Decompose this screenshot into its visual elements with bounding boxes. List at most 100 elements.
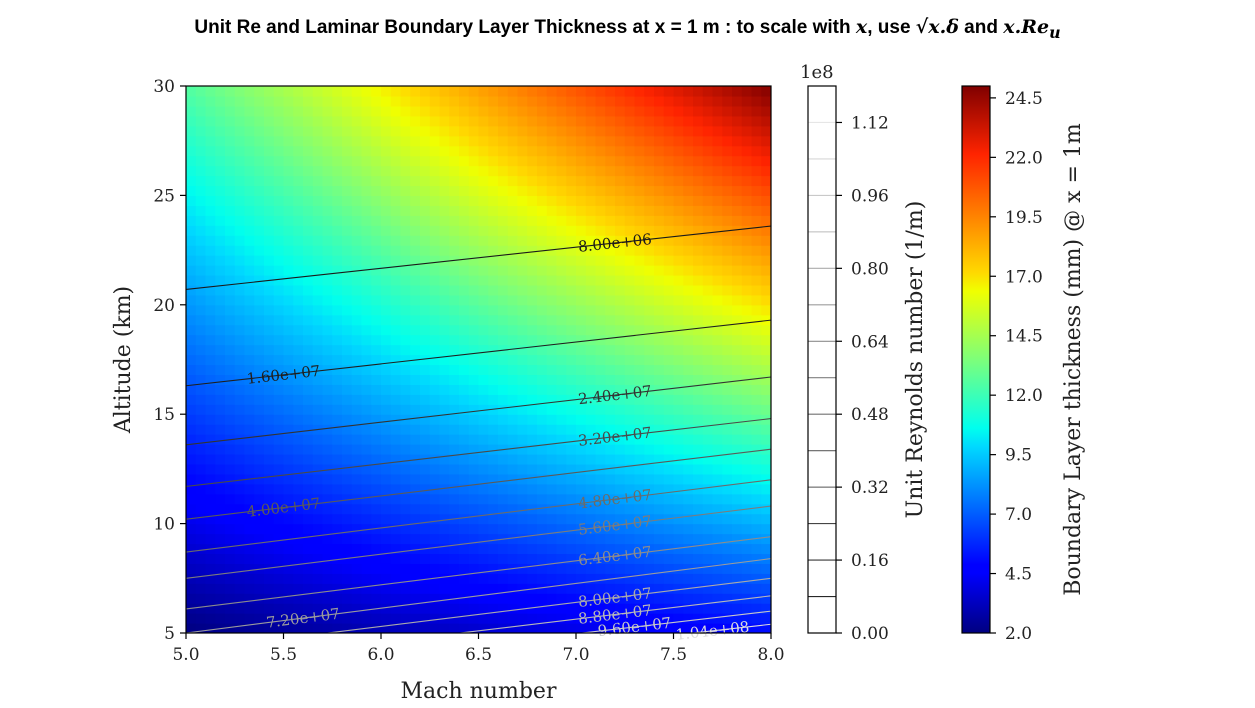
thickness-cell <box>371 623 382 633</box>
thickness-tick-label: 22.0 <box>1005 148 1043 168</box>
thickness-cell <box>576 125 587 137</box>
thickness-cell <box>507 473 519 485</box>
thickness-cell <box>361 155 372 167</box>
thickness-cell <box>702 334 714 346</box>
thickness-cell <box>615 115 626 127</box>
thickness-cell <box>459 444 470 455</box>
reynolds-tick-label: 0.00 <box>851 624 889 644</box>
thickness-cell <box>644 623 655 633</box>
thickness-cell <box>761 533 771 545</box>
thickness-cell <box>400 165 411 177</box>
thickness-cell <box>478 473 489 485</box>
thickness-cell <box>332 225 343 236</box>
thickness-cell <box>410 583 421 594</box>
thickness-cell <box>595 115 606 127</box>
thickness-cell <box>410 225 421 236</box>
thickness-cell <box>429 603 441 614</box>
thickness-cell <box>605 195 616 206</box>
thickness-cell <box>654 105 665 117</box>
thickness-cell <box>322 294 333 306</box>
thickness-cell <box>673 463 684 475</box>
thickness-cell <box>439 195 450 206</box>
thickness-cell <box>322 623 333 633</box>
thickness-cell <box>351 175 363 187</box>
thickness-cell <box>732 215 743 226</box>
thickness-cell <box>361 543 372 555</box>
thickness-cell <box>186 384 197 395</box>
thickness-cell <box>527 613 538 624</box>
thickness-cell <box>615 235 626 246</box>
thickness-cell <box>332 503 343 515</box>
thickness-cell <box>420 384 431 395</box>
thickness-cell <box>361 324 372 336</box>
thickness-cell <box>195 115 207 127</box>
thickness-cell <box>605 344 616 356</box>
thickness-cell <box>332 274 343 286</box>
thickness-cell <box>439 453 450 465</box>
thickness-cell <box>673 225 684 236</box>
thickness-cell <box>459 593 470 604</box>
thickness-cell <box>215 583 226 594</box>
thickness-cell <box>498 145 509 157</box>
thickness-cell <box>644 553 655 564</box>
thickness-cell <box>439 593 450 604</box>
thickness-cell <box>244 95 255 107</box>
thickness-cell <box>595 245 606 256</box>
thickness-cell <box>537 613 548 624</box>
thickness-cell <box>605 453 616 465</box>
thickness-cell <box>585 314 597 326</box>
thickness-cell <box>361 473 372 485</box>
thickness-cell <box>361 453 372 465</box>
thickness-cell <box>751 245 762 256</box>
thickness-cell <box>488 165 499 177</box>
thickness-cell <box>351 105 363 117</box>
thickness-cell <box>351 543 363 555</box>
thickness-cell <box>702 145 714 157</box>
thickness-cell <box>429 135 441 147</box>
thickness-cell <box>741 115 753 127</box>
thickness-cell <box>186 493 197 505</box>
thickness-cell <box>517 125 528 137</box>
thickness-cell <box>693 573 704 584</box>
thickness-cell <box>303 185 314 196</box>
thickness-cell <box>546 205 558 216</box>
thickness-cell <box>663 503 675 515</box>
thickness-cell <box>390 215 402 226</box>
thickness-cell <box>732 165 743 177</box>
thickness-cell <box>683 175 694 187</box>
thickness-cell <box>449 424 460 435</box>
thickness-cell <box>293 115 304 127</box>
thickness-cell <box>205 444 216 455</box>
thickness-cell <box>556 205 567 216</box>
thickness-cell <box>468 274 480 286</box>
thickness-cell <box>644 563 655 574</box>
thickness-tick-label: 7.0 <box>1005 505 1032 525</box>
thickness-cell <box>576 86 587 97</box>
thickness-cell <box>634 553 645 564</box>
thickness-cell <box>439 384 450 395</box>
thickness-cell <box>400 344 411 356</box>
thickness-cell <box>283 384 294 395</box>
thickness-cell <box>449 543 460 555</box>
thickness-cell <box>293 105 304 117</box>
thickness-cell <box>712 284 723 296</box>
thickness-cell <box>468 135 480 147</box>
thickness-cell <box>390 364 402 376</box>
thickness-cell <box>420 453 431 465</box>
thickness-cell <box>693 364 704 376</box>
thickness-cell <box>585 613 597 624</box>
thickness-cell <box>507 463 519 475</box>
thickness-cell <box>517 145 528 157</box>
thickness-cell <box>342 125 353 137</box>
thickness-cell <box>351 185 363 196</box>
thickness-cell <box>702 404 714 415</box>
thickness-cell <box>381 145 392 157</box>
thickness-cell <box>410 185 421 196</box>
thickness-cell <box>605 583 616 594</box>
thickness-cell <box>342 593 353 604</box>
thickness-cell <box>576 404 587 415</box>
thickness-cell <box>644 424 655 435</box>
thickness-cell <box>634 414 645 425</box>
thickness-cell <box>624 95 636 107</box>
thickness-cell <box>186 334 197 346</box>
